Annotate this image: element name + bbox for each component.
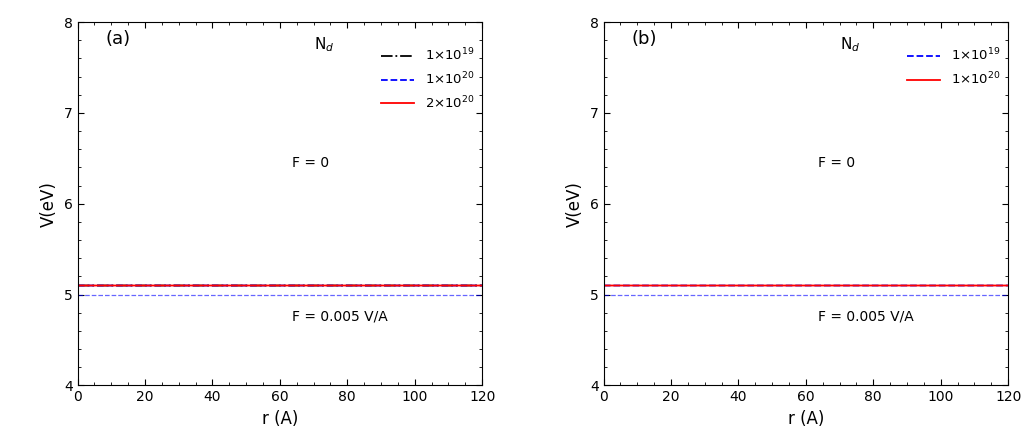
X-axis label: r (A): r (A) (262, 410, 298, 428)
Text: (a): (a) (105, 30, 131, 48)
Legend: 1×10$^{19}$, 1×10$^{20}$: 1×10$^{19}$, 1×10$^{20}$ (902, 42, 1006, 93)
X-axis label: r (A): r (A) (788, 410, 824, 428)
Text: (b): (b) (632, 30, 658, 48)
Text: F = 0: F = 0 (292, 156, 329, 171)
Text: N$_d$: N$_d$ (841, 35, 860, 54)
Y-axis label: V(eV): V(eV) (40, 181, 58, 227)
Legend: 1×10$^{19}$, 1×10$^{20}$, 2×10$^{20}$: 1×10$^{19}$, 1×10$^{20}$, 2×10$^{20}$ (375, 42, 480, 117)
Text: F = 0: F = 0 (818, 156, 855, 171)
Text: F = 0.005 V/A: F = 0.005 V/A (292, 309, 388, 323)
Text: F = 0.005 V/A: F = 0.005 V/A (818, 309, 914, 323)
Text: N$_d$: N$_d$ (314, 35, 335, 54)
Y-axis label: V(eV): V(eV) (567, 181, 584, 227)
